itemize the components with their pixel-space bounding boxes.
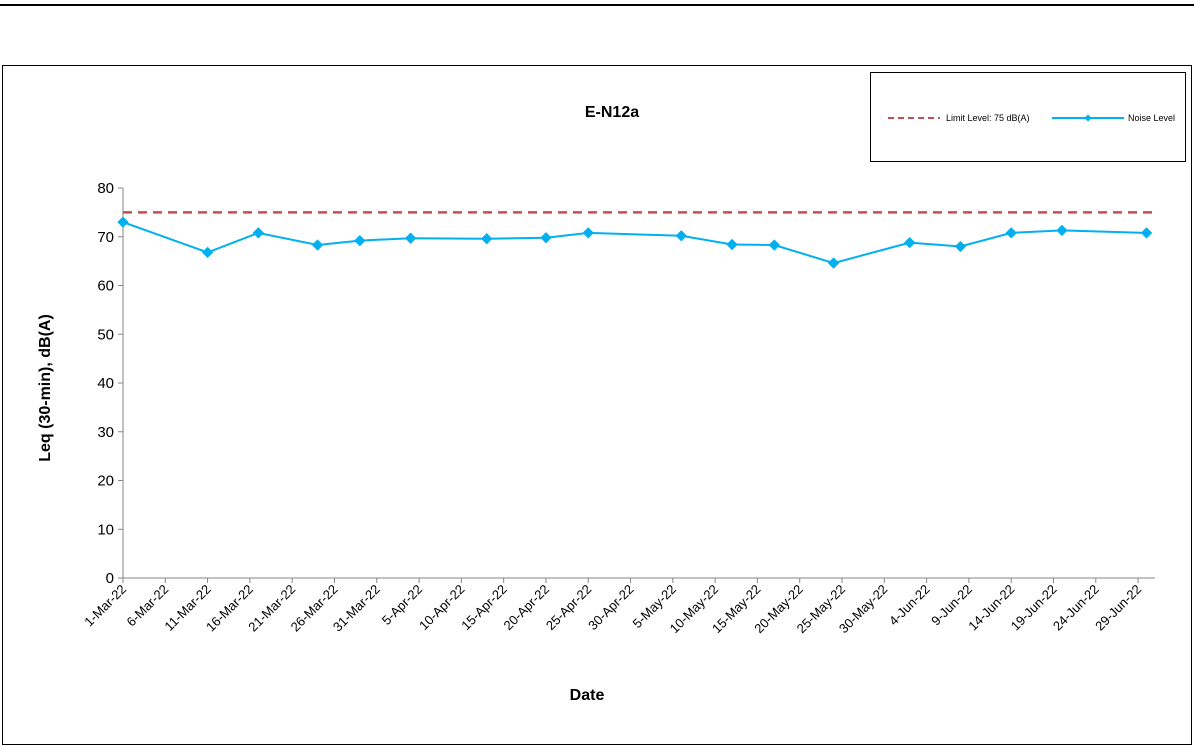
noise-level-point bbox=[768, 239, 781, 251]
y-axis-label: Leq (30-min), dB(A) bbox=[37, 314, 54, 462]
legend: Limit Level: 75 dB(A) Noise Level bbox=[888, 113, 1175, 123]
noise-level-point bbox=[904, 236, 916, 249]
x-axis-label: Date bbox=[570, 687, 605, 704]
noise-level-point bbox=[1005, 227, 1017, 239]
noise-level-line bbox=[122, 221, 1147, 265]
x-tick-label: 20-Apr-22 bbox=[501, 582, 552, 633]
noise-level-point bbox=[117, 216, 129, 228]
noise-level-point bbox=[1140, 227, 1153, 239]
legend-noise-label: Noise Level bbox=[1128, 113, 1175, 123]
axes: 010203040506070801-Mar-226-Mar-2211-Mar-… bbox=[81, 180, 1155, 636]
x-tick-label: 15-Apr-22 bbox=[458, 582, 509, 633]
noise-series bbox=[117, 216, 1153, 269]
noise-level-point bbox=[481, 233, 493, 245]
y-tick-label: 0 bbox=[106, 570, 114, 587]
y-tick-label: 70 bbox=[97, 229, 114, 246]
noise-level-point bbox=[827, 257, 840, 269]
y-tick-label: 50 bbox=[97, 326, 114, 343]
noise-level-point bbox=[954, 240, 967, 253]
x-tick-label: 30-Apr-22 bbox=[585, 582, 636, 633]
noise-level-point bbox=[252, 227, 265, 239]
noise-level-point bbox=[404, 232, 417, 244]
y-tick-label: 80 bbox=[97, 180, 114, 197]
x-tick-label: 4-Jun-22 bbox=[886, 582, 933, 629]
page-top-rule bbox=[0, 4, 1194, 6]
legend-limit-label: Limit Level: 75 dB(A) bbox=[946, 113, 1030, 123]
noise-level-point bbox=[582, 227, 594, 239]
y-tick-label: 60 bbox=[97, 278, 114, 295]
legend-noise-marker bbox=[1084, 114, 1092, 122]
noise-level-point bbox=[726, 238, 738, 251]
x-tick-label: 1-Mar-22 bbox=[81, 582, 129, 630]
y-tick-label: 10 bbox=[97, 521, 114, 538]
noise-level-point bbox=[675, 230, 687, 242]
noise-level-point bbox=[311, 239, 324, 251]
noise-level-point bbox=[540, 232, 552, 244]
x-tick-label: 29-Jun-22 bbox=[1092, 582, 1144, 634]
chart-title: E-N12a bbox=[585, 104, 639, 121]
x-tick-label: 10-Apr-22 bbox=[416, 582, 467, 633]
noise-level-chart: 010203040506070801-Mar-226-Mar-2211-Mar-… bbox=[37, 104, 1175, 704]
y-tick-label: 30 bbox=[97, 424, 114, 441]
noise-level-point bbox=[354, 234, 366, 247]
y-tick-label: 20 bbox=[97, 473, 114, 490]
noise-level-point bbox=[1056, 224, 1068, 237]
noise-level-point bbox=[201, 246, 214, 259]
y-tick-label: 40 bbox=[97, 375, 114, 392]
x-tick-label: 25-Apr-22 bbox=[543, 582, 594, 633]
